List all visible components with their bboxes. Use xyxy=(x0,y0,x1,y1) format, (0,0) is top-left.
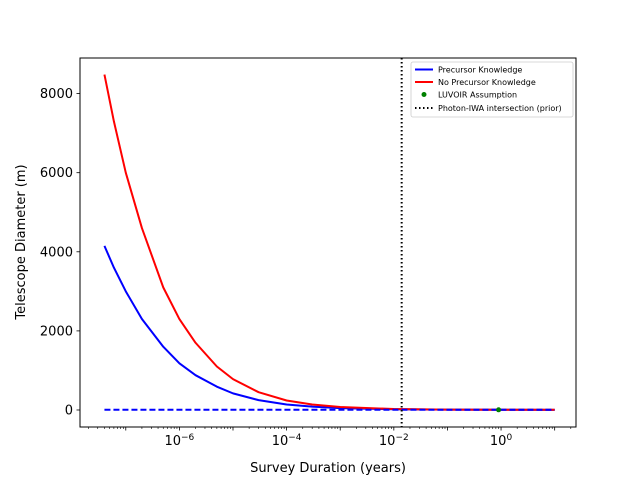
series-line-2 xyxy=(103,74,555,411)
plot-area xyxy=(103,58,555,427)
legend-label-luvoir: LUVOIR Assumption xyxy=(438,91,517,100)
y-axis-label: Telescope Diameter (m) xyxy=(14,164,29,320)
y-tick-label: 4000 xyxy=(40,245,73,260)
data-point-luvoir xyxy=(496,407,502,413)
y-tick-label: 2000 xyxy=(40,324,73,339)
x-tick-label: 10−6 xyxy=(164,433,194,449)
x-tick-label: 100 xyxy=(490,433,513,449)
x-axis: 10−6 10−4 10−2 100 xyxy=(88,427,572,449)
legend-label-photon-iwa: Photon-IWA intersection (prior) xyxy=(438,104,562,113)
y-tick-label: 0 xyxy=(65,403,73,418)
legend-label-no-precursor: No Precursor Knowledge xyxy=(438,78,536,87)
legend-box xyxy=(410,61,574,118)
y-tick-label: 6000 xyxy=(40,166,73,181)
y-tick-label: 8000 xyxy=(40,87,73,102)
plot-frame xyxy=(79,57,577,428)
legend: Precursor Knowledge No Precursor Knowled… xyxy=(410,61,574,118)
y-axis: 0 2000 4000 6000 8000 xyxy=(40,87,80,418)
legend-label-precursor: Precursor Knowledge xyxy=(438,66,522,75)
x-axis-label: Survey Duration (years) xyxy=(250,461,406,476)
x-tick-label: 10−2 xyxy=(379,433,409,449)
legend-marker-luvoir xyxy=(421,92,427,97)
x-tick-label: 10−4 xyxy=(272,433,302,449)
series-line-1 xyxy=(103,245,555,411)
